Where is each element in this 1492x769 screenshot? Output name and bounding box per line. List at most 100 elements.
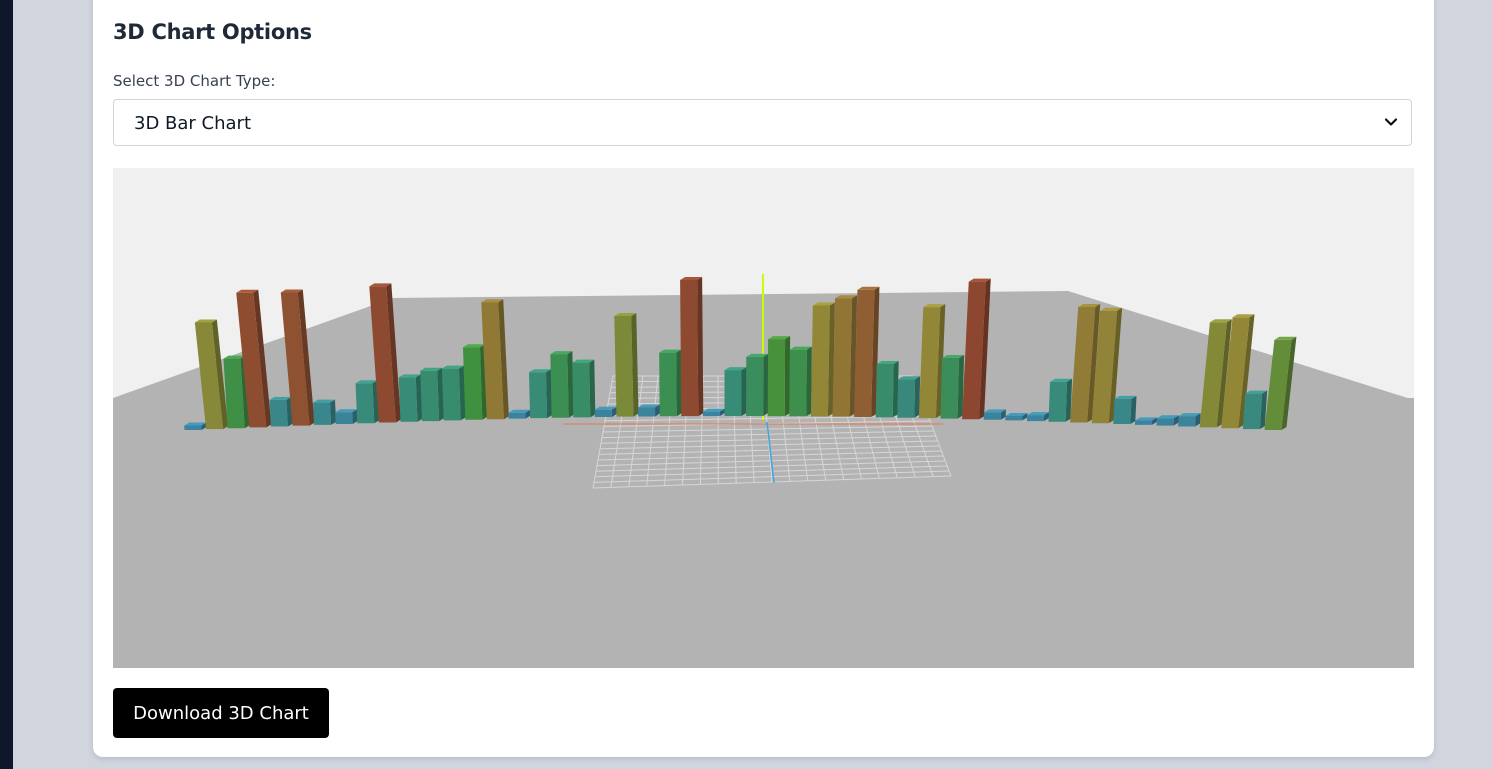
bar-side bbox=[892, 361, 899, 418]
bar-top bbox=[1209, 319, 1232, 323]
bar-7 bbox=[312, 399, 337, 425]
bar-top bbox=[529, 369, 552, 373]
chart-type-select[interactable]: 3D Bar Chart bbox=[113, 99, 1412, 146]
bar-48 bbox=[1199, 319, 1232, 428]
bar-top bbox=[746, 353, 769, 357]
bar-side bbox=[1195, 413, 1201, 427]
bar-25 bbox=[702, 408, 725, 417]
bar-top bbox=[594, 406, 617, 410]
bar-top bbox=[1232, 314, 1255, 318]
bar-29 bbox=[789, 346, 812, 417]
bar-top bbox=[768, 336, 791, 340]
bar-43 bbox=[1091, 307, 1123, 424]
bar-front bbox=[441, 368, 461, 421]
bar-front bbox=[1134, 420, 1153, 425]
bar-side bbox=[415, 374, 423, 422]
bar-side bbox=[1173, 415, 1179, 426]
bar-top bbox=[638, 404, 661, 408]
bar-top bbox=[398, 374, 421, 378]
bar-side bbox=[1130, 395, 1137, 425]
bar-side bbox=[741, 367, 747, 416]
bar-front bbox=[335, 412, 353, 425]
bar-top bbox=[724, 367, 747, 371]
bar-side bbox=[1238, 314, 1255, 429]
chart-options-card: 3D Chart Options Select 3D Chart Type: 3… bbox=[93, 0, 1434, 757]
bar-top bbox=[335, 409, 358, 413]
bar-35 bbox=[918, 304, 946, 419]
bar-side bbox=[386, 283, 401, 423]
bar-side bbox=[697, 276, 704, 417]
bar-top bbox=[1078, 304, 1101, 308]
bar-top bbox=[983, 409, 1006, 413]
bar-side bbox=[806, 346, 812, 417]
axis-z-line bbox=[766, 421, 775, 484]
bar-front bbox=[1221, 317, 1250, 429]
bar-front bbox=[194, 322, 224, 430]
bar-11 bbox=[398, 374, 423, 422]
bar-top bbox=[702, 408, 725, 412]
bar-front bbox=[312, 402, 332, 425]
bar-top bbox=[968, 278, 991, 282]
bar-front bbox=[463, 347, 483, 420]
bar-50 bbox=[1242, 390, 1268, 430]
bar-top bbox=[812, 302, 835, 306]
bar-26 bbox=[724, 367, 747, 416]
bar-side bbox=[1281, 336, 1297, 430]
bar-side bbox=[211, 319, 229, 430]
bar-side bbox=[1216, 319, 1232, 428]
bar-front bbox=[594, 409, 612, 417]
bar-1 bbox=[184, 422, 207, 430]
bar-front bbox=[854, 289, 875, 417]
bar-front bbox=[940, 357, 960, 419]
bar-side bbox=[352, 409, 358, 425]
bar-side bbox=[297, 289, 315, 426]
bar-top bbox=[680, 276, 703, 280]
bar-5 bbox=[269, 396, 293, 427]
bar-side bbox=[957, 354, 965, 419]
bar-side bbox=[1022, 412, 1028, 421]
grid-line bbox=[595, 460, 946, 472]
bar-top bbox=[1027, 412, 1050, 416]
bar-top bbox=[184, 422, 207, 426]
bar-side bbox=[631, 313, 639, 417]
bar-side bbox=[498, 299, 509, 420]
bar-front bbox=[420, 370, 440, 422]
bar-side bbox=[676, 349, 682, 417]
bar-top bbox=[835, 295, 858, 299]
bar-front bbox=[1156, 418, 1174, 426]
bar-top bbox=[1135, 417, 1158, 421]
bar-front bbox=[280, 292, 310, 426]
bar-front bbox=[184, 425, 202, 430]
bar-15 bbox=[481, 299, 509, 420]
bar-45 bbox=[1134, 417, 1158, 425]
bar-18 bbox=[550, 351, 574, 418]
bar-front bbox=[962, 281, 986, 420]
bar-front bbox=[724, 370, 742, 416]
bar-side bbox=[1087, 304, 1101, 423]
bar-side bbox=[567, 351, 574, 418]
chart-3d-canvas[interactable] bbox=[113, 168, 1414, 668]
bar-front bbox=[918, 307, 941, 419]
download-3d-chart-button[interactable]: Download 3D Chart bbox=[113, 688, 329, 738]
bars-group bbox=[184, 276, 1297, 430]
bar-side bbox=[914, 376, 921, 418]
bar-top bbox=[508, 409, 531, 413]
bar-front bbox=[223, 358, 245, 429]
bar-2 bbox=[194, 319, 229, 430]
bar-front bbox=[1113, 398, 1132, 425]
grid-line bbox=[597, 450, 942, 461]
bar-front bbox=[398, 377, 418, 422]
bar-top bbox=[923, 304, 946, 308]
bar-front bbox=[1005, 415, 1023, 421]
bar-top bbox=[420, 367, 443, 371]
bar-front bbox=[659, 352, 677, 417]
bar-27 bbox=[746, 353, 769, 417]
bar-top bbox=[1114, 395, 1137, 399]
bar-20 bbox=[594, 406, 617, 417]
bar-front bbox=[508, 412, 526, 419]
bar-side bbox=[240, 355, 250, 429]
bar-33 bbox=[875, 361, 899, 418]
bar-top bbox=[659, 349, 682, 353]
bar-top bbox=[550, 351, 573, 355]
bar-front bbox=[1264, 339, 1292, 430]
